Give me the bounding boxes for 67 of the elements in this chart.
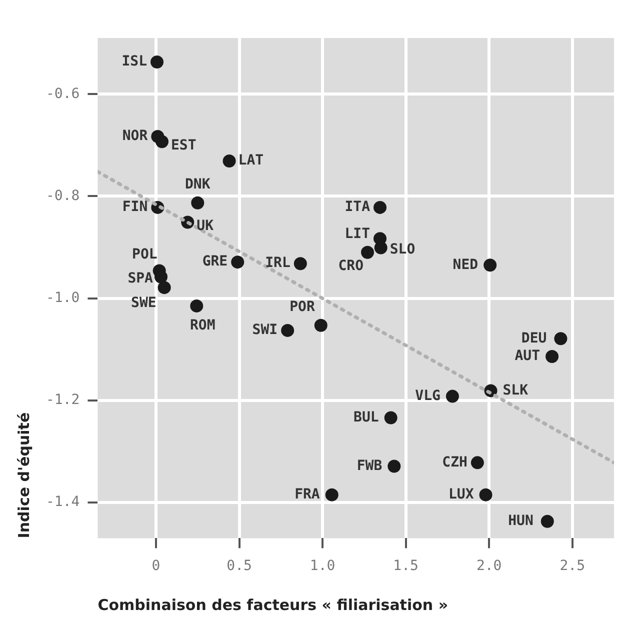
- annotation: ROM: [190, 318, 216, 334]
- point: [156, 135, 168, 148]
- x-tick-label: 1.0: [310, 558, 336, 574]
- annotation: LAT: [238, 152, 264, 169]
- point: [191, 196, 204, 210]
- annotation: IRL: [265, 255, 290, 272]
- point: [384, 411, 398, 424]
- x-tick-label: 2.0: [476, 558, 502, 574]
- x-tick-label: 0.5: [226, 558, 252, 574]
- annotation: SPA: [128, 270, 154, 287]
- point: [361, 246, 374, 259]
- x-tick-label: 2.5: [560, 558, 586, 574]
- y-tick-label: -1.2: [46, 392, 80, 408]
- point: [470, 456, 484, 470]
- point: [374, 241, 388, 254]
- point: [150, 55, 164, 68]
- annotation: NOR: [122, 128, 148, 144]
- annotation: DNK: [184, 176, 211, 192]
- x-axis-title: Combinaison des facteurs « filiarisation »: [98, 596, 448, 614]
- annotation: UK: [196, 218, 214, 234]
- point: [484, 258, 497, 272]
- annotation: SWI: [252, 322, 278, 338]
- x-tick-label: 1.5: [393, 558, 418, 574]
- y-axis-title: Indice d'équité: [14, 412, 33, 538]
- annotation: NED: [452, 256, 478, 273]
- annotation: ITA: [344, 199, 371, 216]
- point: [154, 270, 168, 284]
- point: [158, 281, 171, 294]
- point: [388, 460, 401, 473]
- annotation: FWB: [356, 458, 382, 474]
- annotation: FRA: [294, 486, 320, 502]
- y-tick-label: -0.8: [46, 188, 80, 204]
- annotation: HUN: [508, 512, 534, 529]
- point: [190, 299, 204, 312]
- point: [281, 324, 294, 337]
- annotation: ISL: [122, 54, 148, 70]
- annotation: LIT: [344, 226, 370, 242]
- annotation: SWE: [131, 295, 156, 312]
- y-tick-label: -1.0: [46, 290, 80, 306]
- annotation: SLK: [502, 382, 529, 398]
- annotation: BUL: [354, 409, 379, 426]
- point: [314, 318, 328, 332]
- point: [554, 332, 568, 346]
- annotation: POL: [132, 246, 158, 262]
- annotation: POR: [290, 299, 316, 315]
- point: [540, 514, 554, 528]
- annotation: EST: [171, 137, 196, 154]
- point: [546, 350, 559, 363]
- annotation: LUX: [448, 486, 474, 502]
- point: [374, 200, 387, 214]
- annotation: FIN: [122, 199, 148, 216]
- y-tick-label: -0.6: [46, 86, 80, 102]
- point: [325, 488, 338, 502]
- x-tick-label: 0: [152, 558, 160, 574]
- point: [222, 154, 236, 168]
- point: [294, 257, 307, 270]
- y-tick-label: -1.4: [46, 494, 80, 510]
- point: [479, 488, 492, 502]
- annotation: CRO: [338, 258, 364, 274]
- point: [231, 256, 244, 269]
- annotation: CZH: [442, 454, 468, 470]
- annotation: GRE: [202, 254, 228, 270]
- annotation: AUT: [514, 348, 540, 364]
- annotation: VLG: [415, 388, 440, 404]
- point: [446, 390, 459, 403]
- annotation: SLO: [390, 241, 416, 258]
- annotation: DEU: [521, 330, 547, 346]
